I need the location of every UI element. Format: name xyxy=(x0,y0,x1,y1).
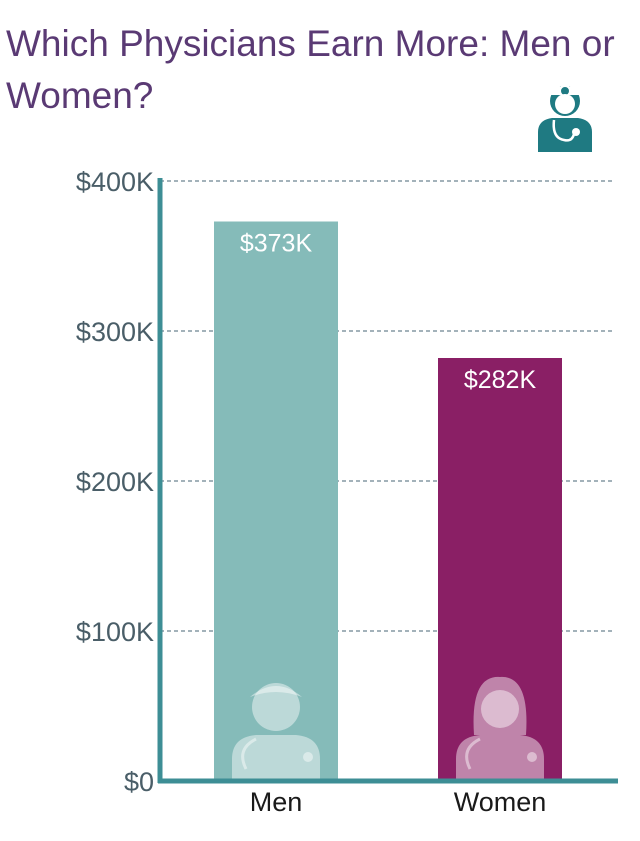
y-tick-label: $400K xyxy=(76,167,154,197)
bar-women xyxy=(438,358,562,781)
male-doctor-icon xyxy=(232,683,320,779)
y-tick-label: $100K xyxy=(76,617,154,647)
y-tick-label: $0 xyxy=(124,767,154,797)
x-category-label: Men xyxy=(250,787,303,817)
data-label-women: $282K xyxy=(464,366,537,394)
x-category-label: Women xyxy=(454,787,547,817)
y-tick-label: $200K xyxy=(76,467,154,497)
chart-title: Which Physicians Earn More: Men or Women… xyxy=(6,23,615,116)
data-label-men: $373K xyxy=(240,230,313,258)
female-doctor-icon xyxy=(456,676,544,779)
bar-men xyxy=(214,221,338,781)
y-tick-label: $300K xyxy=(76,317,154,347)
doctor-icon xyxy=(538,85,592,152)
